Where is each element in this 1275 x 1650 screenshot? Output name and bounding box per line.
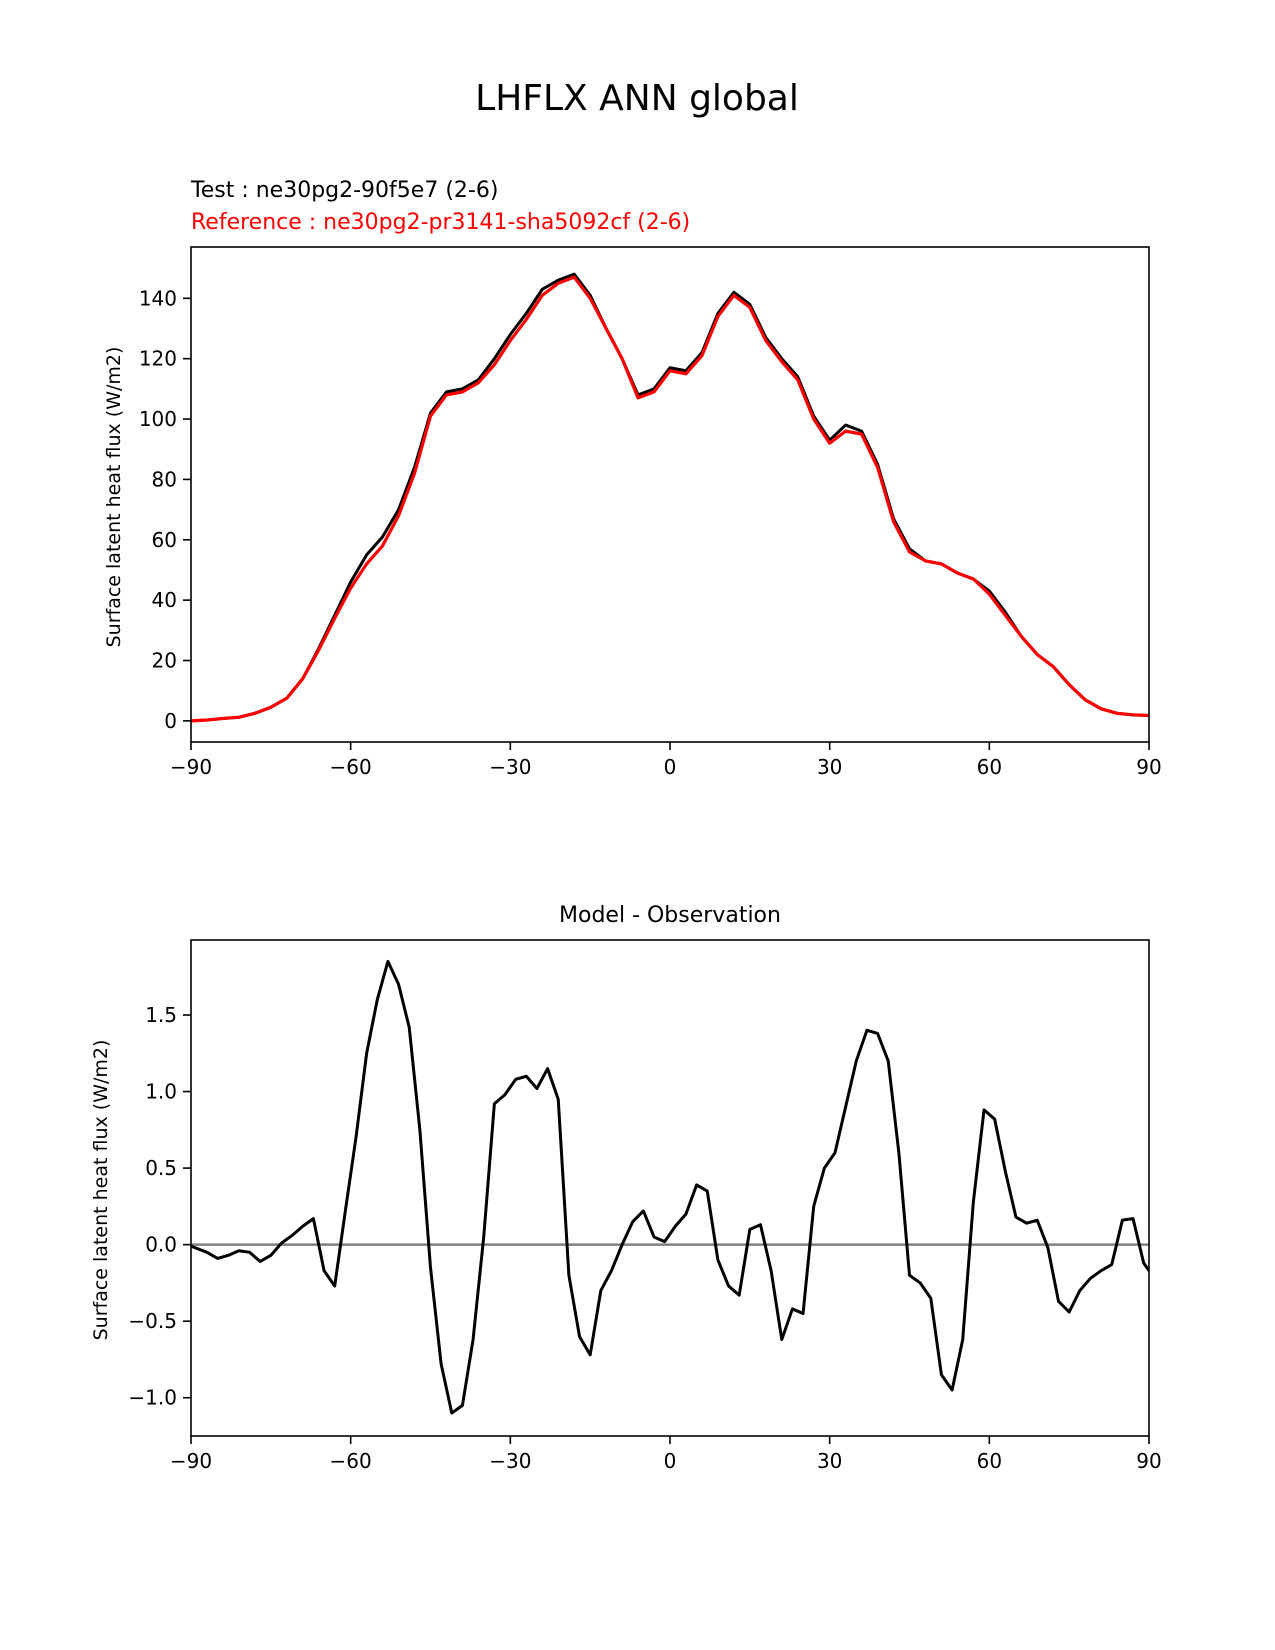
- top-y-tick-label: 20: [152, 649, 177, 673]
- figure-title: LHFLX ANN global: [475, 78, 799, 119]
- bottom-y-tick-label: −1.0: [128, 1386, 177, 1410]
- bottom-x-tick-label: −90: [170, 1449, 212, 1473]
- top-y-tick-label: 60: [152, 528, 177, 552]
- top-y-tick-label: 140: [139, 286, 177, 310]
- top-x-tick-label: −90: [170, 755, 212, 779]
- top-y-tick-label: 100: [139, 407, 177, 431]
- bottom-plot-area: −90 −60 −30 0 30 60 90 −1.0 −0.5 0.0 0.5 1.0 1.5: [128, 939, 1162, 1473]
- top-y-tick-label: 0: [164, 709, 177, 733]
- test-label: Test : ne30pg2-90f5e7 (2-6): [190, 178, 498, 203]
- bottom-series-line-model-observation: [191, 959, 1149, 1415]
- top-x-tick-label: 90: [1136, 755, 1161, 779]
- top-series-line-reference: [191, 275, 1149, 723]
- bottom-y-tick-label: 1.5: [145, 1003, 177, 1027]
- bottom-y-tick-label: 0.5: [145, 1156, 177, 1180]
- bottom-x-tick-label: 90: [1136, 1449, 1161, 1473]
- top-plot-area: −90 −60 −30 0 30 60 90 0 20 40 60 80 100 120 140: [139, 246, 1162, 779]
- top-x-tick-label: 0: [664, 755, 677, 779]
- reference-label: Reference : ne30pg2-pr3141-sha5092cf (2-…: [191, 210, 690, 235]
- bottom-x-tick-label: −30: [489, 1449, 531, 1473]
- top-y-tick-label: 120: [139, 347, 177, 371]
- bottom-x-tick-label: 60: [977, 1449, 1002, 1473]
- bottom-panel: Model - Observation Surface latent heat …: [90, 903, 1162, 1473]
- top-x-tick-label: 30: [817, 755, 842, 779]
- top-x-tick-label: 60: [977, 755, 1002, 779]
- bottom-y-tick-label: −0.5: [128, 1309, 177, 1333]
- top-x-tick-label: −60: [330, 755, 372, 779]
- top-panel: Test : ne30pg2-90f5e7 (2-6) Reference : …: [103, 178, 1162, 779]
- bottom-x-tick-label: 30: [817, 1449, 842, 1473]
- top-x-tick-label: −30: [489, 755, 531, 779]
- bottom-x-tick-label: −60: [330, 1449, 372, 1473]
- bottom-y-tick-label: 0.0: [145, 1233, 177, 1257]
- top-y-tick-label: 40: [152, 588, 177, 612]
- top-y-axis-label: Surface latent heat flux (W/m2): [103, 347, 125, 648]
- top-series-line-test: [191, 272, 1149, 723]
- top-y-tick-label: 80: [152, 467, 177, 491]
- bottom-panel-title: Model - Observation: [559, 903, 781, 928]
- bottom-y-axis-label: Surface latent heat flux (W/m2): [90, 1040, 112, 1341]
- bottom-y-tick-label: 1.0: [145, 1080, 177, 1104]
- bottom-x-tick-label: 0: [664, 1449, 677, 1473]
